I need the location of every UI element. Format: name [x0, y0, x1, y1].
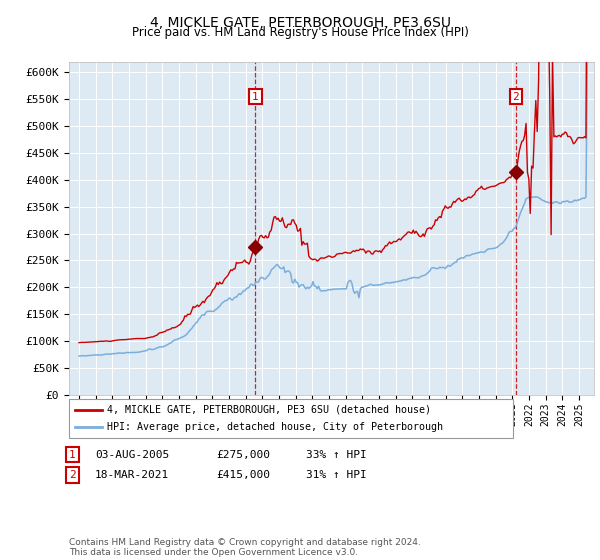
- Text: 2: 2: [69, 470, 76, 480]
- Text: 1: 1: [252, 92, 259, 101]
- Text: 33% ↑ HPI: 33% ↑ HPI: [306, 450, 367, 460]
- Text: 31% ↑ HPI: 31% ↑ HPI: [306, 470, 367, 480]
- Text: £415,000: £415,000: [216, 470, 270, 480]
- Text: Contains HM Land Registry data © Crown copyright and database right 2024.
This d: Contains HM Land Registry data © Crown c…: [69, 538, 421, 557]
- Text: 03-AUG-2005: 03-AUG-2005: [95, 450, 169, 460]
- Text: £275,000: £275,000: [216, 450, 270, 460]
- Text: 18-MAR-2021: 18-MAR-2021: [95, 470, 169, 480]
- Text: 1: 1: [69, 450, 76, 460]
- Text: Price paid vs. HM Land Registry's House Price Index (HPI): Price paid vs. HM Land Registry's House …: [131, 26, 469, 39]
- Text: HPI: Average price, detached house, City of Peterborough: HPI: Average price, detached house, City…: [107, 422, 443, 432]
- Text: 4, MICKLE GATE, PETERBOROUGH, PE3 6SU: 4, MICKLE GATE, PETERBOROUGH, PE3 6SU: [149, 16, 451, 30]
- Text: 4, MICKLE GATE, PETERBOROUGH, PE3 6SU (detached house): 4, MICKLE GATE, PETERBOROUGH, PE3 6SU (d…: [107, 405, 431, 415]
- Text: 2: 2: [512, 92, 519, 101]
